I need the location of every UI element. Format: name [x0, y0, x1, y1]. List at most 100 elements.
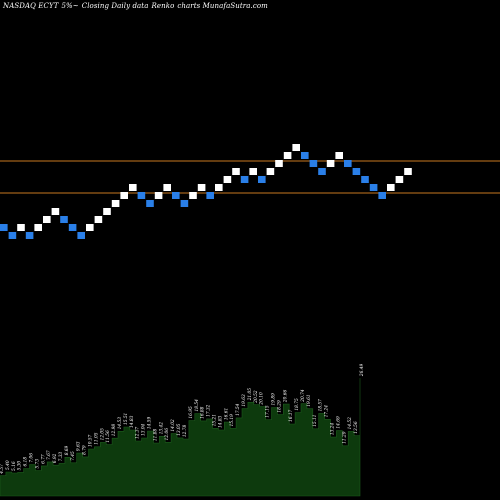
volume-label-57: 14.69: [336, 416, 341, 429]
renko-brick-39: [335, 152, 343, 159]
renko-brick-8: [68, 224, 77, 231]
renko-brick-46: [395, 176, 404, 183]
volume-label-52: 19.61: [307, 394, 312, 406]
chart-kind-label: Renko: [151, 2, 175, 10]
volume-label-3: 5.30: [18, 461, 23, 471]
renko-brick-32: [275, 160, 283, 167]
renko-brick-36: [309, 160, 318, 167]
volume-label-7: 6.77: [41, 454, 46, 464]
renko-brick-29: [249, 168, 257, 175]
volume-label-47: 18.29: [277, 400, 282, 413]
renko-brick-22: [189, 192, 197, 199]
volume-label-17: 12.05: [100, 428, 105, 441]
volume-label-58: 11.29: [342, 431, 347, 444]
renko-brick-35: [301, 152, 309, 159]
renko-brick-10: [86, 224, 94, 231]
volume-label-26: 11.88: [153, 429, 158, 442]
renko-brick-45: [387, 184, 395, 191]
renko-brick-31: [266, 168, 275, 175]
volume-label-59: 14.52: [348, 417, 353, 430]
renko-brick-13: [111, 200, 120, 207]
volume-label-20: 14.53: [118, 417, 123, 430]
renko-brick-41: [352, 168, 361, 175]
renko-brick-27: [232, 168, 240, 175]
renko-brick-21: [180, 200, 189, 207]
volume-label-31: 12.78: [183, 425, 188, 438]
volume-label-55: 17.24: [325, 405, 330, 418]
volume-label-40: 17.54: [236, 403, 241, 416]
caption-label: Closing Daily data: [81, 2, 149, 10]
volume-label-24: 13.04: [142, 423, 147, 436]
renko-brick-9: [77, 232, 85, 239]
volume-label-6: 5.73: [35, 459, 40, 469]
volume-label-61: 26.49: [360, 364, 365, 378]
renko-brick-14: [120, 192, 128, 199]
renko-brick-16: [137, 192, 146, 199]
volume-label-54: 18.57: [319, 399, 324, 412]
volume-label-44: 20.10: [260, 392, 265, 406]
volume-label-13: 9.63: [77, 441, 82, 451]
volume-label-29: 14.02: [171, 419, 176, 432]
renko-brick-38: [326, 160, 335, 167]
renko-brick-1: [8, 232, 17, 239]
volume-label-18: 11.56: [106, 430, 111, 443]
renko-brick-15: [129, 184, 137, 191]
volume-label-46: 19.89: [272, 393, 277, 406]
change-label: 5%~: [61, 2, 79, 10]
volume-label-50: 18.75: [295, 398, 300, 411]
renko-brick-34: [292, 144, 300, 151]
volume-label-10: 7.33: [59, 452, 64, 462]
volume-label-16: 11.05: [94, 432, 99, 445]
volume-label-4: 6.18: [24, 457, 29, 467]
renko-brick-17: [146, 200, 154, 207]
renko-brick-19: [163, 184, 171, 191]
renko-brick-30: [258, 176, 266, 183]
volume-label-42: 21.05: [248, 388, 253, 402]
volume-label-51: 20.74: [301, 389, 306, 403]
renko-brick-7: [60, 216, 68, 223]
volume-label-49: 16.17: [289, 409, 294, 422]
volume-label-30: 13.05: [177, 423, 182, 436]
volume-label-28: 12.06: [165, 428, 170, 441]
volume-label-25: 14.59: [148, 417, 153, 430]
volume-label-1: 5.40: [6, 460, 11, 470]
volume-label-8: 7.67: [47, 450, 52, 460]
volume-label-53: 15.11: [313, 414, 318, 426]
renko-brick-40: [344, 160, 352, 167]
renko-brick-12: [103, 208, 111, 215]
volume-label-56: 13.24: [331, 423, 336, 436]
renko-brick-47: [404, 168, 412, 175]
renko-brick-44: [378, 192, 386, 199]
volume-label-41: 19.63: [242, 394, 247, 407]
volume-label-45: 17.15: [266, 405, 271, 418]
volume-label-15: 10.57: [89, 434, 94, 447]
renko-brick-5: [43, 216, 51, 223]
volume-label-33: 18.54: [195, 399, 200, 412]
renko-brick-4: [34, 224, 42, 231]
volume-label-36: 15.21: [213, 414, 218, 426]
renko-brick-0: [0, 224, 8, 231]
volume-label-60: 13.56: [354, 421, 359, 434]
renko-brick-33: [283, 152, 292, 159]
volume-label-34: 16.88: [201, 406, 206, 419]
site-label: charts MunafaSutra.com: [177, 2, 268, 10]
renko-brick-23: [197, 184, 206, 191]
volume-label-38: 16.61: [224, 408, 229, 420]
volume-label-11: 8.69: [65, 445, 70, 455]
chart-header: NASDAQ ECYT 5%~ Closing Daily data Renko cha…: [3, 2, 271, 10]
renko-brick-24: [206, 192, 214, 199]
volume-label-35: 17.32: [207, 404, 212, 417]
symbol-label: NASDAQ ECYT: [3, 2, 59, 10]
renko-brick-20: [172, 192, 180, 199]
renko-brick-28: [240, 176, 249, 183]
volume-label-22: 14.83: [130, 415, 135, 428]
renko-brick-42: [361, 176, 369, 183]
renko-brick-2: [17, 224, 25, 231]
volume-label-9: 6.92: [53, 453, 58, 463]
volume-label-39: 15.19: [230, 414, 235, 427]
volume-label-37: 14.83: [218, 415, 223, 428]
renko-brick-11: [94, 216, 103, 223]
volume-label-19: 12.98: [112, 424, 117, 437]
